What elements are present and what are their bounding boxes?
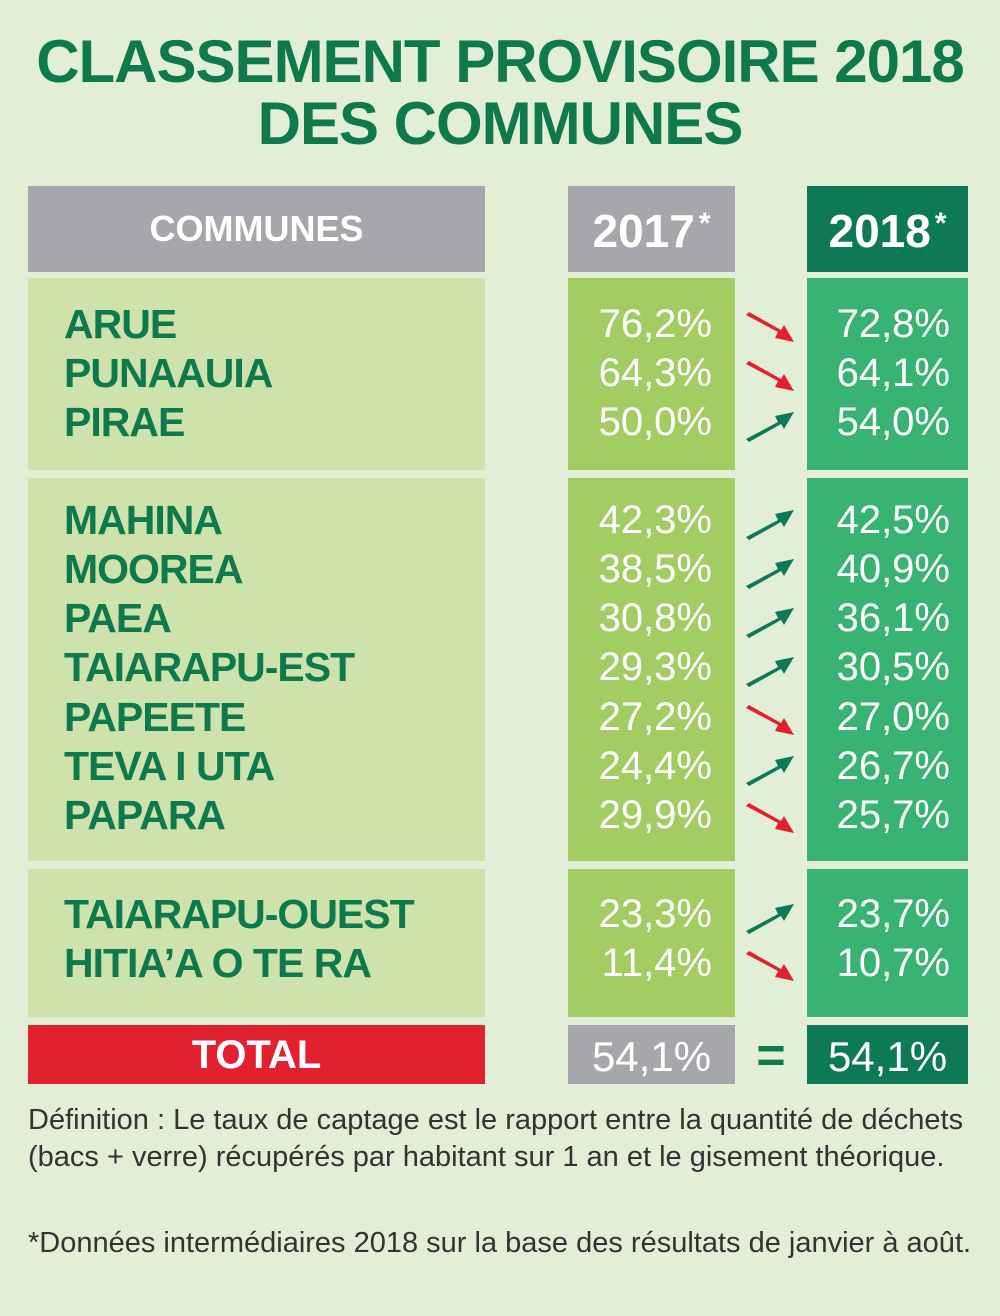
commune-name: PAEA (64, 595, 172, 641)
page-title: CLASSEMENT PROVISOIRE 2018 DES COMMUNES (0, 32, 1000, 156)
value-2018: 30,5% (836, 645, 950, 689)
trend-down-icon (746, 361, 794, 391)
table-row: MOOREA 38,5% 40,9% (0, 549, 1000, 593)
group-1-names-panel (28, 278, 485, 470)
value-2018: 54,0% (836, 400, 950, 444)
trend-up-icon (746, 756, 794, 786)
commune-name: TAIARAPU-OUEST (64, 891, 415, 937)
value-2017: 30,8% (598, 596, 712, 640)
table-row: PIRAE 50,0% 54,0% (0, 402, 1000, 446)
group-1-2017-panel (568, 278, 735, 470)
trend-down-icon (746, 312, 794, 342)
table-row: PUNAAUIA 64,3% 64,1% (0, 353, 1000, 397)
commune-name: PUNAAUIA (64, 350, 273, 396)
value-2018: 25,7% (836, 793, 950, 837)
title-line-2: DES COMMUNES (257, 90, 744, 157)
commune-name: ARUE (64, 301, 177, 347)
commune-name: HITIA’A O TE RA (64, 940, 372, 986)
trend-up-icon (746, 608, 794, 638)
table-row: TAIARAPU-EST 29,3% 30,5% (0, 647, 1000, 691)
value-2018: 36,1% (836, 596, 950, 640)
group-2-2017-panel (568, 478, 735, 861)
header-2018-label: 2018 (828, 205, 931, 257)
total-label: TOTAL (191, 1033, 322, 1077)
total-2017-cell: 54,1% (568, 1025, 735, 1084)
table-row: HITIA’A O TE RA 11,4% 10,7% (0, 943, 1000, 987)
header-communes-label: COMMUNES (149, 208, 364, 249)
header-2017: 2017 * (568, 186, 735, 272)
header-communes: COMMUNES (28, 186, 485, 272)
value-2017: 64,3% (598, 351, 712, 395)
header-2018-asterisk: * (934, 207, 947, 240)
trend-up-icon (746, 412, 794, 442)
commune-name: PAPARA (64, 792, 226, 838)
header-2017-asterisk: * (698, 207, 711, 240)
value-2018: 23,7% (836, 892, 950, 936)
commune-name: PIRAE (64, 399, 185, 445)
trend-up-icon (746, 559, 794, 589)
table-row: PAEA 30,8% 36,1% (0, 598, 1000, 642)
trend-up-icon (746, 657, 794, 687)
table-row: PAPEETE 27,2% 27,0% (0, 697, 1000, 741)
value-2017: 24,4% (598, 744, 712, 788)
value-2017: 29,9% (598, 793, 712, 837)
total-2018-cell: 54,1% (807, 1025, 968, 1084)
group-2-2018-panel (807, 478, 968, 861)
title-line-1: CLASSEMENT PROVISOIRE 2018 (36, 28, 965, 95)
value-2017: 11,4% (601, 941, 712, 985)
value-2017: 50,0% (598, 400, 712, 444)
trend-down-icon (746, 803, 794, 833)
value-2018: 26,7% (836, 744, 950, 788)
commune-name: TAIARAPU-EST (64, 644, 355, 690)
table-row: TAIARAPU-OUEST 23,3% 23,7% (0, 894, 1000, 938)
group-3-2017-panel (568, 869, 735, 1017)
trend-up-icon (746, 904, 794, 934)
trend-up-icon (746, 510, 794, 540)
value-2017: 38,5% (598, 547, 712, 591)
group-2-names-panel (28, 478, 485, 861)
value-2018: 42,5% (836, 498, 950, 542)
commune-name: MOOREA (64, 546, 243, 592)
table-row: TEVA I UTA 24,4% 26,7% (0, 746, 1000, 790)
total-2018-value: 54,1% (827, 1033, 948, 1080)
trend-down-icon (746, 705, 794, 735)
value-2017: 29,3% (598, 645, 712, 689)
value-2017: 76,2% (598, 302, 712, 346)
commune-name: PAPEETE (64, 694, 246, 740)
value-2018: 40,9% (836, 547, 950, 591)
definition-note: Définition : Le taux de captage est le r… (28, 1104, 964, 1173)
value-2017: 27,2% (598, 695, 712, 739)
group-3-names-panel (28, 869, 485, 1017)
total-label-cell: TOTAL (28, 1025, 485, 1084)
group-1-2018-panel (807, 278, 968, 470)
group-3-2018-panel (807, 869, 968, 1017)
equals-sign: = (756, 1027, 786, 1083)
commune-name: MAHINA (64, 497, 223, 543)
value-2017: 23,3% (598, 892, 712, 936)
value-2018: 27,0% (836, 695, 950, 739)
value-2018: 64,1% (836, 351, 950, 395)
value-2018: 10,7% (836, 941, 950, 985)
table-row: PAPARA 29,9% 25,7% (0, 795, 1000, 839)
value-2018: 72,8% (836, 302, 950, 346)
trend-down-icon (746, 951, 794, 981)
header-2017-label: 2017 (592, 205, 695, 257)
header-2018: 2018 * (807, 186, 968, 272)
table-row: MAHINA 42,3% 42,5% (0, 500, 1000, 544)
value-2017: 42,3% (598, 498, 712, 542)
footnote: *Données intermédiaires 2018 sur la base… (28, 1227, 972, 1259)
total-2017-value: 54,1% (591, 1033, 712, 1080)
commune-name: TEVA I UTA (64, 743, 275, 789)
table-row: ARUE 76,2% 72,8% (0, 304, 1000, 348)
